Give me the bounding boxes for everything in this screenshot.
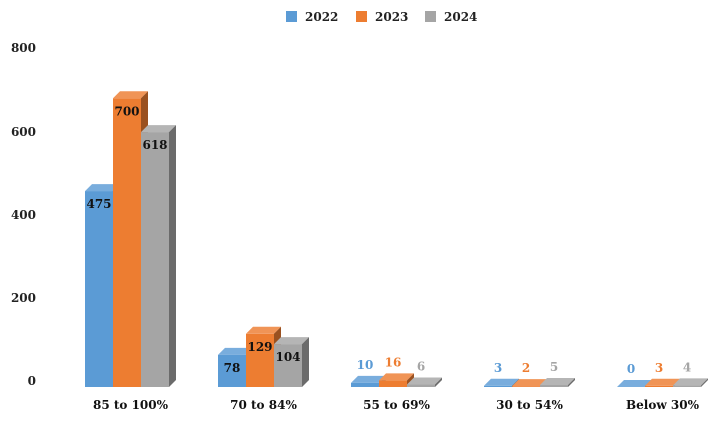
category-label: Below 30%: [626, 398, 700, 412]
y-tick-label: 200: [11, 291, 36, 305]
bar-top: [246, 326, 281, 334]
bar-side: [169, 125, 176, 387]
legend-swatch: [286, 11, 297, 22]
bar: [407, 377, 442, 387]
category-label: 85 to 100%: [93, 398, 169, 412]
bar-front: [218, 354, 246, 387]
data-label: 618: [142, 138, 167, 152]
bar-front: [673, 385, 701, 387]
bar-top: [540, 377, 575, 385]
y-axis: 0 200 400 600 800: [11, 41, 36, 388]
bar-front: [274, 344, 302, 387]
bar-top: [85, 184, 120, 192]
bar-top: [617, 380, 652, 387]
data-label: 6: [417, 360, 425, 374]
bar-front: [379, 380, 407, 387]
data-label: 129: [247, 340, 272, 354]
data-label: 16: [385, 355, 402, 369]
data-label: 104: [275, 350, 300, 364]
bar-front: [407, 384, 435, 387]
bar: [141, 125, 176, 387]
legend-swatch: [425, 11, 436, 22]
y-tick-label: 400: [11, 208, 36, 222]
data-label: 700: [114, 104, 139, 118]
bar-top: [484, 378, 519, 386]
bar-top: [407, 377, 442, 385]
category-label: 70 to 84%: [230, 398, 297, 412]
bar-front: [351, 382, 379, 387]
data-label: 3: [494, 361, 502, 375]
data-label: 78: [224, 361, 241, 375]
bar-top: [379, 373, 414, 381]
y-tick-label: 600: [11, 125, 36, 139]
bar: [274, 337, 309, 387]
bar-top: [673, 378, 708, 386]
bar-front: [246, 333, 274, 387]
bar-top: [113, 91, 148, 99]
data-label: 5: [550, 360, 558, 374]
bar-side: [568, 377, 575, 387]
bar-top: [141, 125, 176, 133]
bar: [673, 378, 708, 387]
bar: [540, 377, 575, 387]
bar-front: [85, 191, 113, 387]
data-label: 3: [655, 361, 663, 375]
legend-swatch: [356, 11, 367, 22]
category-label: 30 to 54%: [496, 398, 563, 412]
legend-label: 2023: [375, 10, 408, 24]
bar-front: [512, 386, 540, 387]
y-tick-label: 0: [28, 374, 36, 388]
bar-side: [435, 377, 442, 387]
legend: 2022 2023 2024: [286, 10, 477, 24]
bar-top: [218, 347, 253, 355]
bar-front: [645, 385, 673, 387]
bar-side: [302, 337, 309, 387]
bar-front: [113, 98, 141, 387]
bar-top: [512, 379, 547, 387]
bar: [617, 380, 652, 387]
category-label: 55 to 69%: [363, 398, 430, 412]
bar-top: [274, 337, 309, 345]
data-label: 2: [522, 361, 530, 375]
bar-top: [645, 378, 680, 386]
bars: [85, 91, 708, 387]
data-label: 4: [683, 360, 691, 374]
data-label: 10: [357, 358, 374, 372]
bar-top: [351, 375, 386, 383]
bar-side: [701, 378, 708, 387]
bar-front: [484, 385, 512, 387]
x-axis: 85 to 100% 70 to 84% 55 to 69% 30 to 54% Bel…: [93, 398, 700, 412]
bar-front: [540, 384, 568, 387]
data-label: 0: [627, 362, 635, 376]
legend-label: 2022: [305, 10, 338, 24]
y-tick-label: 800: [11, 41, 36, 55]
data-label: 475: [86, 197, 111, 211]
bar-front: [141, 132, 169, 387]
legend-label: 2024: [444, 10, 477, 24]
